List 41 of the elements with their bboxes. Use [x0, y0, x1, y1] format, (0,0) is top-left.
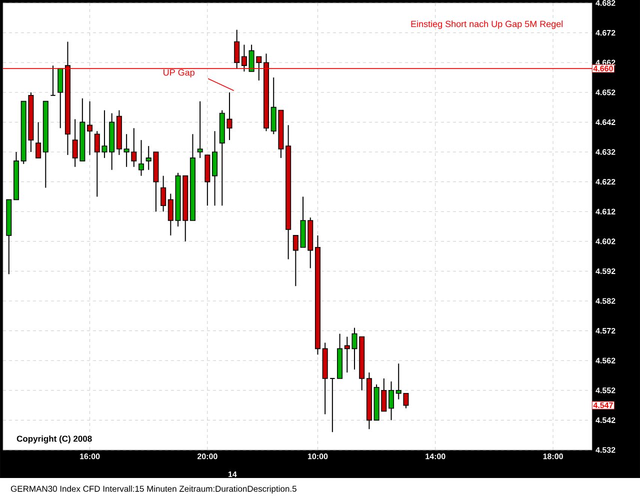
y-tick-label: 4.642	[596, 119, 616, 126]
y-tick-label: 4.562	[596, 358, 616, 364]
candlestick	[241, 44, 247, 72]
annotation: Copyright (C) 2008	[16, 435, 92, 444]
x-tick-label: 20:00	[197, 454, 218, 460]
annotation: 4.547	[593, 402, 613, 408]
y-tick-label: 4.652	[596, 90, 616, 96]
candlestick	[58, 68, 64, 129]
ref-line-label: 4.660	[593, 66, 613, 72]
candlestick	[50, 65, 56, 96]
y-tick-label: 4.632	[596, 149, 616, 155]
candlestick	[36, 122, 42, 158]
y-tick-label: 4.552	[596, 388, 616, 394]
y-tick-label: 4.582	[596, 298, 616, 304]
candlestick	[168, 193, 174, 236]
y-tick-label: 4.682	[596, 0, 616, 6]
x-tick-label: 14:00	[426, 454, 446, 460]
annotation: Einstieg Short nach Up Gap 5M Regel	[411, 20, 563, 29]
text: GERMAN30 Index CFD Intervall:15 Minuten Zeitraum:DurationDescription.5	[10, 486, 296, 494]
y-tick-label: 4.572	[596, 328, 616, 334]
x-tick-label: 16:00	[80, 454, 100, 460]
y-tick-label: 4.532	[596, 447, 616, 453]
candlestick	[212, 130, 218, 206]
x-tick-label: 18:00	[543, 454, 563, 460]
y-tick-label: 4.592	[596, 268, 616, 274]
y-tick-label: 4.672	[596, 30, 616, 36]
candlestick	[160, 175, 166, 212]
candlestick	[138, 140, 144, 176]
candlestick	[292, 234, 298, 287]
y-tick-label: 4.622	[596, 178, 616, 185]
text: 14	[228, 472, 237, 478]
y-tick-label: 4.612	[596, 208, 616, 214]
candlestick	[197, 100, 203, 158]
x-tick-label: 10:00	[308, 454, 328, 460]
candlestick	[388, 380, 394, 421]
annotation: UP Gap	[164, 69, 194, 78]
y-tick-label: 4.542	[596, 417, 616, 424]
candlestick	[330, 378, 336, 433]
candlestick	[234, 29, 240, 70]
candlestick	[87, 100, 93, 156]
y-tick-label: 4.602	[596, 238, 616, 244]
